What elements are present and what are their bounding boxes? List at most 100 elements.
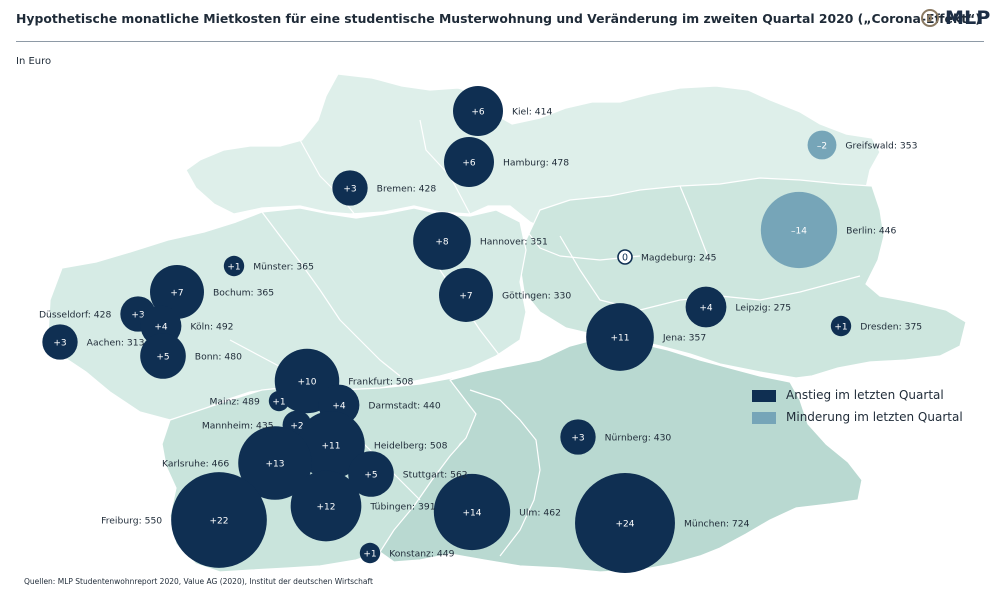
bubble-value-dresden: +1 — [834, 322, 847, 332]
bubble-hannover — [413, 212, 471, 270]
city-label-hamburg: Hamburg: 478 — [503, 157, 569, 168]
city-label-konstanz: Konstanz: 449 — [389, 548, 454, 559]
bubble-value-bochum: +7 — [170, 288, 183, 298]
bubble-berlin — [760, 191, 838, 269]
bubble-value-kiel: +6 — [471, 107, 485, 117]
city-bubbles: +6 +6 –2 +3 –14 +8 0 +1 +7 +7 +4 +3 +4 +1 +11 +3 +5 +10 +1… — [42, 86, 852, 573]
city-label-heidelberg: Heidelberg: 508 — [374, 440, 448, 451]
legend-decrease-label: Minderung im letzten Quartal — [786, 410, 963, 424]
city-label-karlsruhe: Karlsruhe: 466 — [162, 458, 229, 469]
city-label-bonn: Bonn: 480 — [195, 351, 242, 362]
state-border-4 — [559, 235, 861, 311]
bubble-value-mannheim: +2 — [290, 421, 303, 431]
city-label-darmstadt: Darmstadt: 440 — [368, 400, 440, 411]
city-label-mainz: Mainz: 489 — [209, 396, 259, 407]
legend-increase-swatch — [752, 390, 776, 402]
bubble-value-duesseldorf: +3 — [131, 310, 144, 320]
bubble-value-muenster: +1 — [227, 262, 240, 272]
city-label-duesseldorf: Düsseldorf: 428 — [39, 309, 112, 320]
bubble-goettingen — [439, 268, 493, 322]
state-border-1 — [299, 139, 357, 217]
bubble-tuebingen — [290, 470, 362, 542]
bubble-value-hamburg: +6 — [462, 158, 476, 168]
city-label-aachen: Aachen: 313 — [87, 337, 145, 348]
city-label-bremen: Bremen: 428 — [377, 183, 437, 194]
city-labels: Kiel: 414 Hamburg: 478 Greifswald: 353 Brem… — [39, 106, 922, 559]
bubble-aachen — [42, 324, 78, 360]
bubble-value-karlsruhe: +13 — [266, 459, 285, 469]
bubble-freiburg — [171, 472, 267, 568]
source-note: Quellen: MLP Studentenwohnreport 2020, V… — [24, 577, 373, 586]
city-label-muenster: Münster: 365 — [253, 261, 314, 272]
bubble-value-hannover: +8 — [435, 237, 449, 247]
city-label-berlin: Berlin: 446 — [846, 225, 896, 236]
bubble-value-magdeburg: 0 — [622, 252, 628, 263]
bubble-value-nuernberg: +3 — [571, 433, 584, 443]
bubble-dresden — [830, 315, 852, 337]
bubble-value-berlin: –14 — [791, 226, 807, 236]
bubble-ulm — [433, 473, 511, 551]
city-label-leipzig: Leipzig: 275 — [735, 302, 791, 313]
bubble-bonn — [140, 333, 186, 379]
bubble-muenchen — [575, 473, 675, 573]
bubble-value-konstanz: +1 — [363, 549, 376, 559]
city-label-magdeburg: Magdeburg: 245 — [641, 252, 717, 263]
bubble-value-muenchen: +24 — [616, 519, 635, 529]
bubble-mainz — [268, 390, 290, 412]
city-label-nuernberg: Nürnberg: 430 — [605, 432, 672, 443]
bubble-greifswald — [807, 130, 837, 160]
bubble-bremen — [332, 170, 368, 206]
legend-decrease-swatch — [752, 412, 776, 424]
state-border-5 — [261, 211, 401, 377]
city-label-ulm: Ulm: 462 — [519, 507, 561, 518]
title-divider — [16, 41, 984, 42]
city-label-frankfurt: Frankfurt: 508 — [348, 376, 413, 387]
bubble-magdeburg — [617, 249, 633, 265]
bubble-value-greifswald: –2 — [817, 141, 827, 151]
unit-label: In Euro — [16, 56, 52, 67]
state-border-10 — [679, 185, 711, 263]
bubble-heidelberg — [297, 411, 365, 479]
bubble-value-bremen: +3 — [343, 184, 356, 194]
city-label-kiel: Kiel: 414 — [512, 106, 552, 117]
bubble-muenster — [223, 255, 245, 277]
bubble-value-heidelberg: +11 — [322, 441, 341, 451]
logo-text: MLP — [945, 7, 991, 29]
bubble-leipzig — [685, 286, 727, 328]
bubble-value-frankfurt: +10 — [298, 377, 317, 387]
bubble-value-leipzig: +4 — [699, 303, 713, 313]
mlp-logo-icon — [921, 9, 939, 27]
bubble-value-mainz: +1 — [272, 397, 285, 407]
city-label-greifswald: Greifswald: 353 — [845, 140, 917, 151]
city-label-goettingen: Göttingen: 330 — [502, 290, 571, 301]
city-label-muenchen: München: 724 — [684, 518, 750, 529]
bubble-value-ulm: +14 — [463, 508, 482, 518]
legend-increase-label: Anstieg im letzten Quartal — [786, 388, 944, 402]
bubble-jena — [586, 303, 654, 371]
bubble-value-stuttgart: +5 — [364, 470, 377, 480]
bubble-bochum — [150, 265, 204, 319]
bubble-value-darmstadt: +4 — [332, 401, 346, 411]
state-border-2 — [419, 119, 471, 215]
state-border-9 — [469, 389, 541, 557]
city-label-jena: Jena: 357 — [662, 332, 707, 343]
city-label-stuttgart: Stuttgart: 562 — [403, 469, 468, 480]
bubble-value-freiburg: +22 — [210, 516, 229, 526]
city-label-tuebingen: Tübingen: 391 — [369, 501, 435, 512]
bubble-value-bonn: +5 — [156, 352, 169, 362]
bubble-nuernberg — [560, 419, 596, 455]
bubble-stuttgart — [348, 451, 394, 497]
bubble-hamburg — [444, 137, 494, 187]
city-label-koeln: Köln: 492 — [190, 321, 233, 332]
bubble-value-aachen: +3 — [53, 338, 66, 348]
bubble-value-tuebingen: +12 — [317, 502, 336, 512]
mlp-logo: MLP — [921, 7, 993, 30]
city-label-dresden: Dresden: 375 — [860, 321, 922, 332]
bubble-value-goettingen: +7 — [459, 291, 472, 301]
bubble-kiel — [453, 86, 503, 136]
bubble-value-koeln: +4 — [154, 322, 168, 332]
city-label-bochum: Bochum: 365 — [213, 287, 274, 298]
bubble-konstanz — [359, 542, 381, 564]
bubble-value-jena: +11 — [611, 333, 630, 343]
